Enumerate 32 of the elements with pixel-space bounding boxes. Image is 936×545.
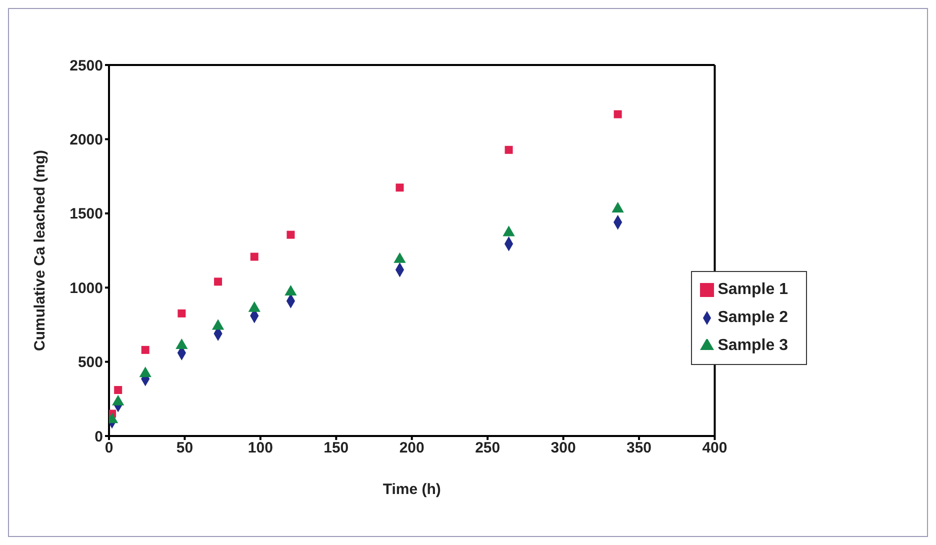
legend-label: Sample 3 (718, 337, 788, 354)
point (114, 386, 122, 394)
y-tick-label: 500 (78, 354, 103, 372)
point (141, 346, 150, 354)
x-tick-label: 300 (550, 440, 576, 457)
x-tick-label: 50 (176, 440, 194, 457)
legend-label: Sample 1 (718, 281, 788, 298)
x-tick-label: 100 (248, 440, 273, 457)
point (139, 366, 152, 378)
y-tick-label: 2500 (70, 57, 103, 74)
point (504, 146, 513, 154)
y-axis-title: Cumulative Ca leached (mg) (31, 150, 48, 351)
point (214, 278, 222, 286)
x-tick-label: 400 (702, 440, 728, 457)
point (112, 394, 124, 406)
point (284, 285, 297, 296)
point (250, 252, 258, 261)
y-tick-label: 1000 (70, 280, 103, 297)
x-tick-label: 150 (324, 440, 349, 457)
y-tick-label: 2000 (70, 132, 103, 149)
x-axis-title: Time (h) (382, 481, 441, 498)
point (396, 184, 404, 192)
point (178, 309, 186, 318)
x-tick-label: 350 (626, 440, 652, 457)
point (212, 319, 224, 330)
x-tick-label: 200 (399, 440, 424, 457)
legend-label: Sample 2 (718, 309, 788, 326)
x-tick-label: 250 (475, 440, 500, 457)
y-tick-label: 1500 (70, 206, 103, 223)
y-tick-label: 0 (94, 428, 103, 446)
point (286, 230, 295, 239)
point (614, 110, 622, 118)
